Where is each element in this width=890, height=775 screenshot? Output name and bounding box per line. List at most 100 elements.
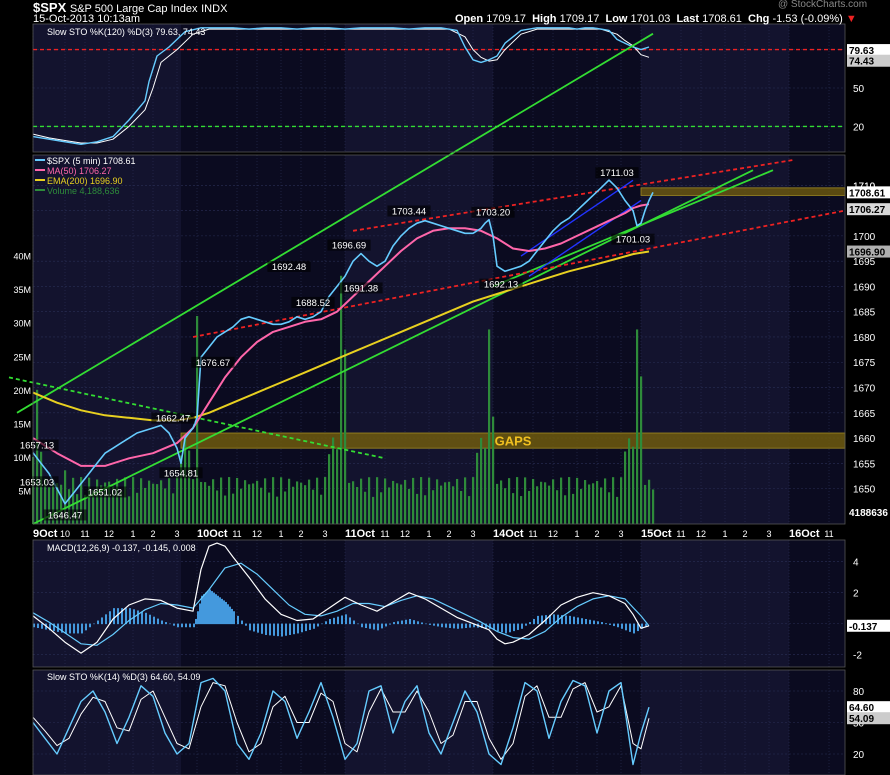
volume-axis-label: 25M bbox=[13, 352, 31, 362]
volume-bar bbox=[480, 437, 483, 524]
volume-bar bbox=[56, 483, 59, 524]
volume-bar bbox=[76, 494, 79, 524]
volume-bar bbox=[112, 486, 115, 524]
volume-bar bbox=[608, 492, 611, 524]
x-axis-label: 2 bbox=[446, 529, 451, 539]
price-annotation-bg bbox=[327, 239, 371, 251]
volume-bar bbox=[372, 496, 375, 524]
volume-bar bbox=[164, 488, 167, 524]
volume-bar bbox=[312, 489, 315, 524]
macd-hist-bar bbox=[161, 620, 163, 625]
x-axis-label: 12 bbox=[252, 529, 262, 539]
volume-bar bbox=[172, 493, 175, 524]
macd-hist-bar bbox=[65, 623, 67, 634]
volume-bar bbox=[328, 454, 331, 524]
volume-bar bbox=[536, 486, 539, 524]
volume-bar bbox=[400, 484, 403, 524]
macd-hist-bar bbox=[429, 623, 431, 625]
volume-bar bbox=[460, 490, 463, 524]
legend-swatch bbox=[35, 159, 45, 161]
macd-hist-bar bbox=[265, 623, 267, 635]
volume-bar bbox=[628, 438, 631, 524]
macd-hist-bar bbox=[213, 592, 215, 625]
volume-bar bbox=[508, 478, 511, 524]
macd-badge-bg bbox=[847, 619, 890, 632]
volume-bar bbox=[440, 485, 443, 524]
volume-bar bbox=[304, 485, 307, 524]
macd-hist-bar bbox=[169, 623, 171, 625]
macd-hist-bar bbox=[373, 623, 375, 630]
macd-hist-bar bbox=[569, 615, 571, 625]
volume-bar bbox=[160, 480, 163, 524]
macd-hist-bar bbox=[541, 615, 543, 625]
macd-hist-bar bbox=[297, 623, 299, 634]
macd-hist-bar bbox=[77, 623, 79, 634]
volume-bar bbox=[280, 477, 283, 524]
volume-bar bbox=[524, 477, 527, 524]
volume-bar bbox=[520, 496, 523, 524]
x-axis-label: 3 bbox=[618, 529, 623, 539]
x-axis-label: 3 bbox=[470, 529, 475, 539]
macd-hist-bar bbox=[473, 623, 475, 628]
macd-hist-bar bbox=[157, 618, 159, 625]
macd-hist-bar bbox=[305, 623, 307, 632]
macd-hist-bar bbox=[145, 612, 147, 625]
macd-hist-bar bbox=[285, 623, 287, 636]
top-panel-border bbox=[32, 23, 846, 153]
price-annotation: 1696.69 bbox=[332, 241, 366, 252]
macd-hist-bar bbox=[409, 618, 411, 625]
volume-bar bbox=[404, 480, 407, 524]
macd-hist-bar bbox=[413, 620, 415, 625]
volume-bar bbox=[204, 482, 207, 524]
volume-bar bbox=[184, 437, 187, 524]
macd-hist-bar bbox=[193, 623, 195, 628]
x-axis-label: 10 bbox=[60, 529, 70, 539]
volume-bar bbox=[568, 477, 571, 524]
volume-bar bbox=[340, 275, 343, 524]
price-annotation-bg bbox=[43, 509, 87, 521]
ma50-badge: 1706.27 bbox=[849, 205, 886, 216]
volume-bar bbox=[488, 329, 491, 524]
macd-hist-bar bbox=[449, 623, 451, 629]
macd-hist-bar bbox=[97, 620, 99, 625]
macd-hist-bar bbox=[461, 623, 463, 629]
macd-hist-bar bbox=[273, 623, 275, 636]
macd-hist-bar bbox=[225, 601, 227, 625]
volume-bar bbox=[380, 492, 383, 524]
top-badge-k: 79.63 bbox=[849, 46, 874, 57]
macd-hist-bar bbox=[313, 623, 315, 629]
x-axis-label: 15Oct bbox=[641, 528, 672, 540]
macd-hist-bar bbox=[317, 623, 319, 627]
macd-hist-bar bbox=[537, 615, 539, 625]
macd-hist-bar bbox=[53, 623, 55, 632]
macd-legend: MACD(12,26,9) -0.137, -0.145, 0.008 bbox=[47, 543, 196, 553]
bottom-sto-d-line bbox=[32, 682, 650, 760]
volume-bar bbox=[604, 478, 607, 524]
volume-bar bbox=[264, 478, 267, 524]
price-y-tick: 1680 bbox=[853, 333, 876, 344]
index-name: S&P 500 Large Cap Index bbox=[69, 3, 198, 15]
macd-hist-bar bbox=[405, 619, 407, 625]
macd-hist-bar bbox=[309, 623, 311, 630]
price-annotation: 1646.47 bbox=[48, 510, 82, 521]
x-axis-label: 1 bbox=[722, 529, 727, 539]
bottom-y-tick: 80 bbox=[853, 687, 865, 698]
x-axis-label: 14Oct bbox=[493, 528, 524, 540]
price-annotation-bg bbox=[15, 476, 59, 488]
macd-hist-bar bbox=[333, 617, 335, 625]
macd-hist-bar bbox=[69, 623, 71, 634]
macd-hist-bar bbox=[629, 623, 631, 632]
macd-hist-bar bbox=[621, 623, 623, 629]
macd-hist-bar bbox=[425, 623, 427, 625]
price-annotation-bg bbox=[191, 356, 235, 368]
volume-bar bbox=[180, 455, 183, 524]
x-axis-label: 2 bbox=[150, 529, 155, 539]
price-session-shade bbox=[641, 155, 789, 524]
volume-bar bbox=[156, 484, 159, 524]
macd-hist-bar bbox=[385, 623, 387, 627]
macd-hist-bar bbox=[257, 623, 259, 633]
macd-hist-bar bbox=[215, 594, 217, 625]
volume-bar bbox=[108, 481, 111, 524]
volume-bar bbox=[228, 477, 231, 524]
